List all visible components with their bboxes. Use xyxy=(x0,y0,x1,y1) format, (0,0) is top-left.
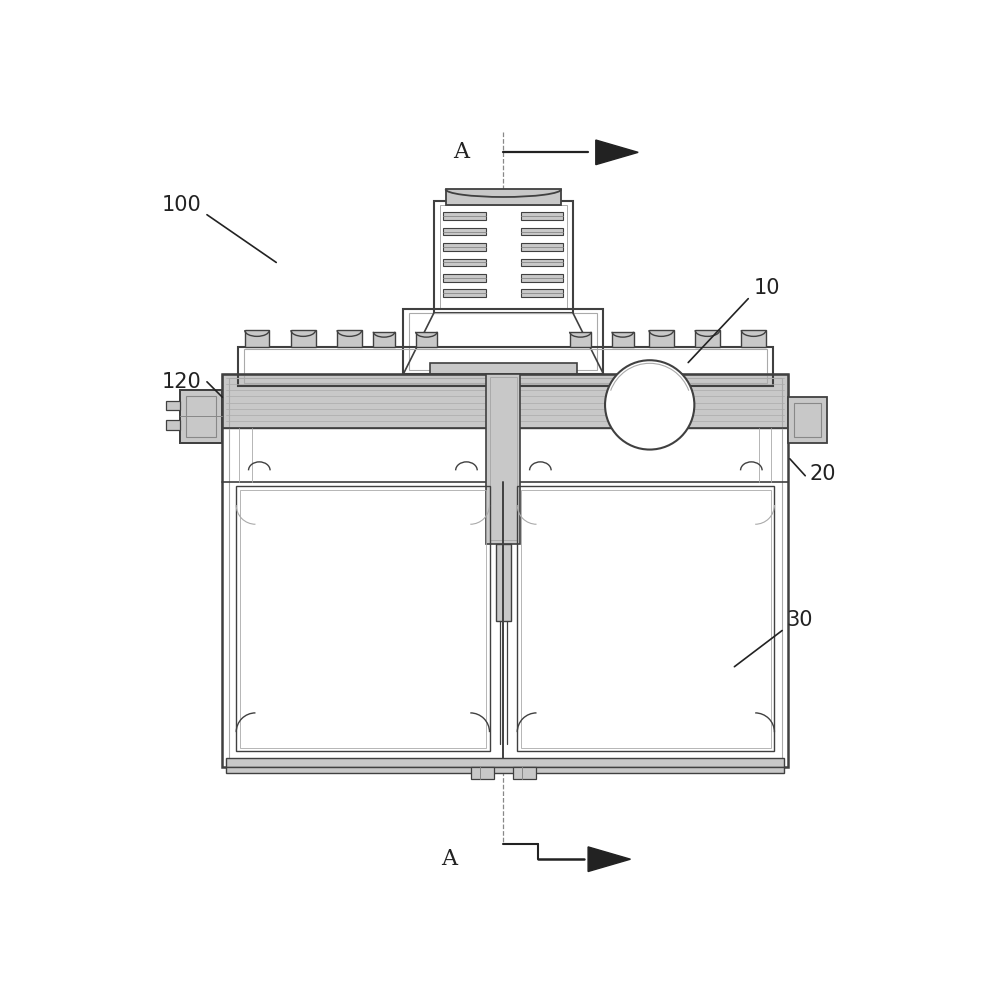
Text: 10: 10 xyxy=(754,278,780,298)
Bar xyxy=(226,758,784,767)
Bar xyxy=(240,490,486,748)
Text: 100: 100 xyxy=(161,195,202,215)
Bar xyxy=(521,228,564,235)
Circle shape xyxy=(605,360,694,450)
Bar xyxy=(521,212,564,220)
Bar xyxy=(487,374,520,544)
Bar xyxy=(495,544,511,620)
Bar xyxy=(742,330,765,347)
Bar xyxy=(415,332,437,347)
Bar xyxy=(404,309,603,374)
Bar xyxy=(166,401,180,410)
Bar xyxy=(446,189,561,205)
Bar xyxy=(443,212,486,220)
Bar xyxy=(471,767,494,779)
Bar xyxy=(612,332,634,347)
Bar xyxy=(236,486,490,751)
Bar xyxy=(521,274,564,282)
Bar xyxy=(373,332,395,347)
Bar xyxy=(186,396,217,437)
Bar xyxy=(521,289,564,297)
Text: A: A xyxy=(441,848,458,870)
Text: 120: 120 xyxy=(161,372,202,392)
Polygon shape xyxy=(595,140,638,165)
Bar xyxy=(223,374,788,767)
Bar xyxy=(291,330,315,347)
Bar xyxy=(337,330,362,347)
Bar xyxy=(443,259,486,266)
Bar xyxy=(226,767,784,773)
Bar xyxy=(409,312,597,370)
Bar xyxy=(223,374,788,428)
Bar xyxy=(788,397,827,443)
Bar xyxy=(794,403,821,437)
Bar xyxy=(443,289,486,297)
Polygon shape xyxy=(588,847,630,872)
Bar xyxy=(434,201,573,312)
Bar xyxy=(521,243,564,251)
Bar xyxy=(517,486,774,751)
Text: 20: 20 xyxy=(810,464,836,484)
Bar xyxy=(440,205,567,309)
Bar xyxy=(570,332,591,347)
Bar xyxy=(244,349,766,383)
Bar xyxy=(512,767,536,779)
Bar xyxy=(649,330,674,347)
Bar xyxy=(166,420,180,430)
Text: A: A xyxy=(453,141,469,163)
Bar xyxy=(521,490,770,748)
Bar xyxy=(228,378,782,763)
Text: 30: 30 xyxy=(786,610,813,631)
Bar xyxy=(490,377,517,540)
Bar xyxy=(180,389,223,443)
Bar xyxy=(443,243,486,251)
Bar xyxy=(695,330,720,347)
Bar xyxy=(430,363,577,374)
Bar xyxy=(180,389,223,443)
Bar xyxy=(521,259,564,266)
Bar xyxy=(443,228,486,235)
Bar xyxy=(237,347,772,386)
Bar xyxy=(244,330,269,347)
Bar xyxy=(443,274,486,282)
